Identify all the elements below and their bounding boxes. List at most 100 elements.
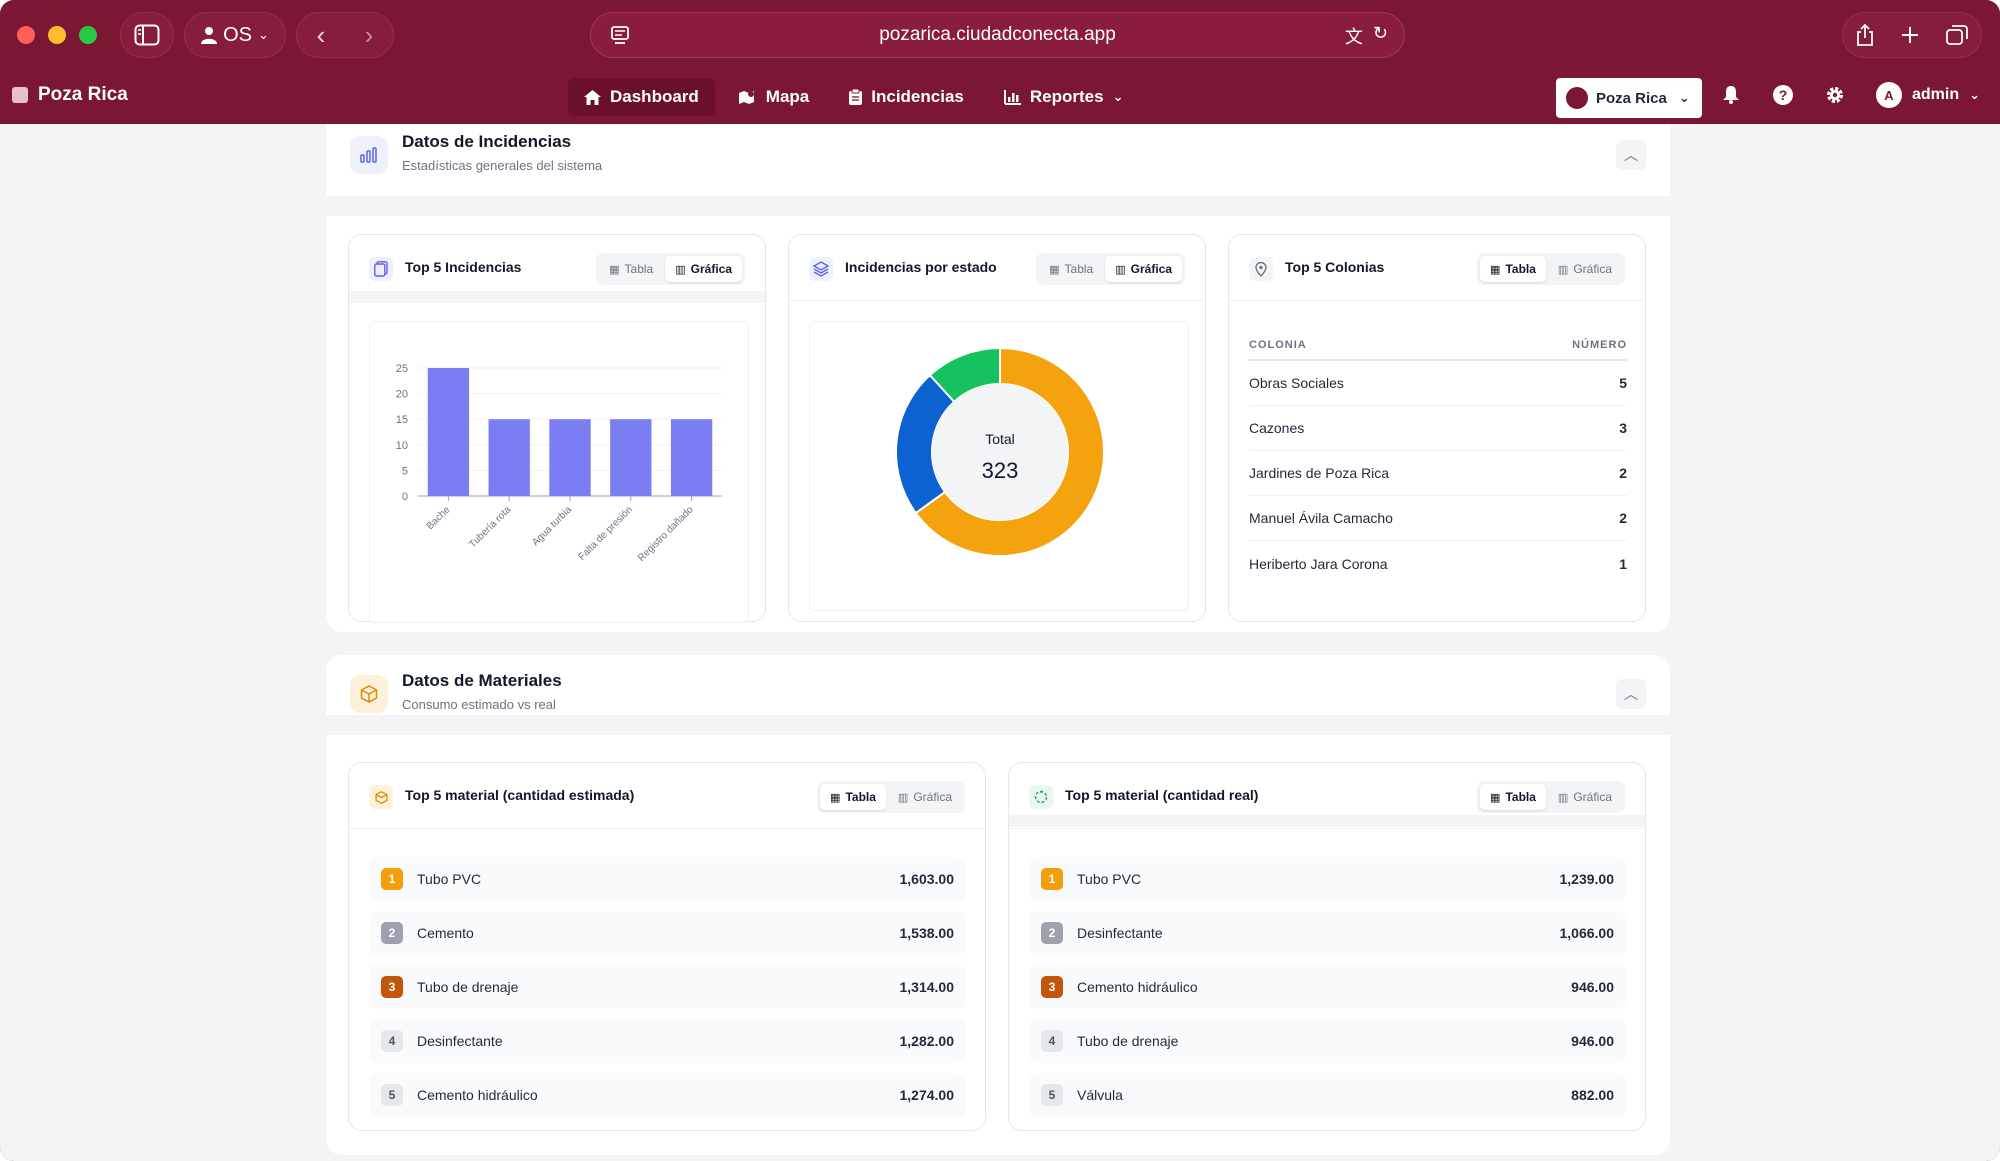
maximize-window-button[interactable] xyxy=(79,26,97,44)
brand-name: Poza Rica xyxy=(38,84,128,105)
rank-badge: 5 xyxy=(1041,1084,1063,1106)
new-tab-icon[interactable] xyxy=(1900,25,1920,45)
address-bar[interactable]: pozarica.ciudadconecta.app 文 ↻ xyxy=(590,12,1405,58)
main-menu: Dashboard Mapa Incidencias Reportes ⌄ xyxy=(568,78,1139,116)
sidebar-toggle-button[interactable] xyxy=(120,12,174,58)
chart-view-button[interactable]: ▥ Gráfica xyxy=(1548,256,1622,282)
chart-label: Gráfica xyxy=(1573,262,1612,276)
materiales-header: Datos de Materiales Consumo estimado vs … xyxy=(326,663,1670,733)
materiales-section: Datos de Materiales Consumo estimado vs … xyxy=(326,655,1670,1155)
nav-reportes-label: Reportes xyxy=(1029,87,1104,106)
colonia-count: 3 xyxy=(1619,420,1627,436)
close-window-button[interactable] xyxy=(17,26,35,44)
back-arrow-icon[interactable]: ‹ xyxy=(316,19,326,50)
colonia-count: 1 xyxy=(1619,555,1627,572)
browser-actions xyxy=(1842,12,1982,58)
notifications-button[interactable] xyxy=(1720,84,1742,106)
donut-center xyxy=(932,384,1068,520)
material-name: Tubo de drenaje xyxy=(1077,1033,1179,1049)
table-view-button[interactable]: ▦ Tabla xyxy=(1480,784,1546,810)
material-estimada-card: Top 5 material (cantidad estimada) ▦ Tabl… xyxy=(348,762,986,1131)
browser-toolbar: OS ⌄ ‹ › pozarica.ciudadconecta.app 文 ↻ xyxy=(0,0,2000,70)
chart-icon: ▥ xyxy=(1115,263,1126,276)
help-button[interactable]: ? xyxy=(1772,84,1794,106)
card-title: Top 5 Colonias xyxy=(1285,259,1385,275)
city-badge-icon xyxy=(1566,87,1588,109)
table-label: Tabla xyxy=(624,262,654,276)
view-toggle: ▦ Tabla ▥ Gráfica xyxy=(1477,253,1625,285)
settings-button[interactable] xyxy=(1824,84,1846,106)
chart-view-button[interactable]: ▥ Gráfica xyxy=(1548,784,1622,810)
nav-mapa[interactable]: Mapa xyxy=(723,78,825,116)
share-icon[interactable] xyxy=(1855,23,1875,47)
profile-label: OS xyxy=(223,23,252,46)
map-icon xyxy=(738,91,754,104)
collapse-button[interactable]: ︿ xyxy=(1616,679,1646,709)
chevron-down-icon: ⌄ xyxy=(258,27,269,42)
material-name: Desinfectante xyxy=(1077,925,1163,941)
x-tick-label: Registro dañado xyxy=(636,504,696,564)
view-toggle: ▦ Tabla ▥ Gráfica xyxy=(1477,781,1625,813)
forward-arrow-icon[interactable]: › xyxy=(364,19,374,50)
table-view-button[interactable]: ▦ Tabla xyxy=(820,784,886,810)
card-title: Incidencias por estado xyxy=(845,259,997,275)
tab-overview-icon[interactable] xyxy=(1945,24,1969,46)
colonia-count: 2 xyxy=(1619,510,1627,526)
section-subtitle: Estadísticas generales del sistema xyxy=(402,158,603,173)
profile-button[interactable]: OS ⌄ xyxy=(184,12,286,58)
section-divider xyxy=(326,715,1670,735)
y-tick-label: 0 xyxy=(402,491,408,503)
history-navigation: ‹ › xyxy=(296,12,394,58)
minimize-window-button[interactable] xyxy=(48,26,66,44)
page-settings-icon[interactable] xyxy=(609,24,631,46)
rank-badge: 3 xyxy=(381,976,403,998)
card-header: Top 5 material (cantidad real) ▦ Tabla ▥ G… xyxy=(1009,763,1645,829)
chart-view-button[interactable]: ▥ Gráfica xyxy=(665,256,742,282)
city-select-value: Poza Rica xyxy=(1596,89,1667,107)
user-menu[interactable]: A admin ⌄ xyxy=(1876,82,1980,108)
material-name: Cemento hidráulico xyxy=(417,1087,538,1103)
nav-dashboard-label: Dashboard xyxy=(610,87,699,106)
rank-badge: 2 xyxy=(1041,922,1063,944)
gear-icon xyxy=(1827,87,1843,103)
table-view-button[interactable]: ▦ Tabla xyxy=(1039,256,1103,282)
collapse-button[interactable]: ︿ xyxy=(1616,140,1646,170)
person-icon xyxy=(201,27,218,44)
list-item: 1 Tubo PVC 1,239.00 xyxy=(1029,857,1626,901)
list-item: 3 Tubo de drenaje 1,314.00 xyxy=(369,965,966,1009)
chart-view-button[interactable]: ▥ Gráfica xyxy=(888,784,962,810)
documents-icon xyxy=(369,257,393,281)
table-label: Tabla xyxy=(1064,262,1094,276)
nav-reportes[interactable]: Reportes ⌄ xyxy=(988,78,1140,116)
chart-view-button[interactable]: ▥ Gráfica xyxy=(1105,256,1182,282)
table-label: Tabla xyxy=(845,790,876,804)
material-real-card: Top 5 material (cantidad real) ▦ Tabla ▥ G… xyxy=(1008,762,1646,1131)
colonias-table: COLONIA NÚMERO Obras Sociales 5 Cazones 3 … xyxy=(1249,331,1627,586)
chart-icon: ▥ xyxy=(675,263,686,276)
chart-icon: ▥ xyxy=(1557,791,1569,804)
nav-dashboard[interactable]: Dashboard xyxy=(568,78,715,116)
city-select[interactable]: Poza Rica ⌄ xyxy=(1556,78,1702,118)
table-view-button[interactable]: ▦ Tabla xyxy=(1480,256,1546,282)
app-navbar: Poza Rica Dashboard Mapa Incidencias Rep… xyxy=(0,70,2000,124)
brand[interactable]: Poza Rica xyxy=(12,84,128,106)
colonia-name: Jardines de Poza Rica xyxy=(1249,465,1390,481)
section-title: Datos de Materiales xyxy=(402,671,562,690)
table-row: Obras Sociales 5 xyxy=(1249,361,1627,406)
nav-icon-group: ? xyxy=(1720,84,1846,106)
material-name: Cemento hidráulico xyxy=(1077,979,1198,995)
table-view-button[interactable]: ▦ Tabla xyxy=(599,256,663,282)
sidebar-icon xyxy=(134,24,160,46)
y-tick-label: 15 xyxy=(396,414,408,426)
translate-icon[interactable]: 文 xyxy=(1344,27,1363,47)
bell-icon xyxy=(1723,86,1739,104)
table-row: Cazones 3 xyxy=(1249,406,1627,451)
clipboard-icon xyxy=(849,89,863,105)
x-tick-label: Agua turbia xyxy=(530,504,574,548)
list-item: 2 Cemento 1,538.00 xyxy=(369,911,966,955)
numero-column-header: NÚMERO xyxy=(1572,339,1627,351)
nav-incidencias[interactable]: Incidencias xyxy=(833,78,980,116)
colonia-name: Obras Sociales xyxy=(1249,375,1344,391)
reload-icon[interactable]: ↻ xyxy=(1372,23,1388,43)
